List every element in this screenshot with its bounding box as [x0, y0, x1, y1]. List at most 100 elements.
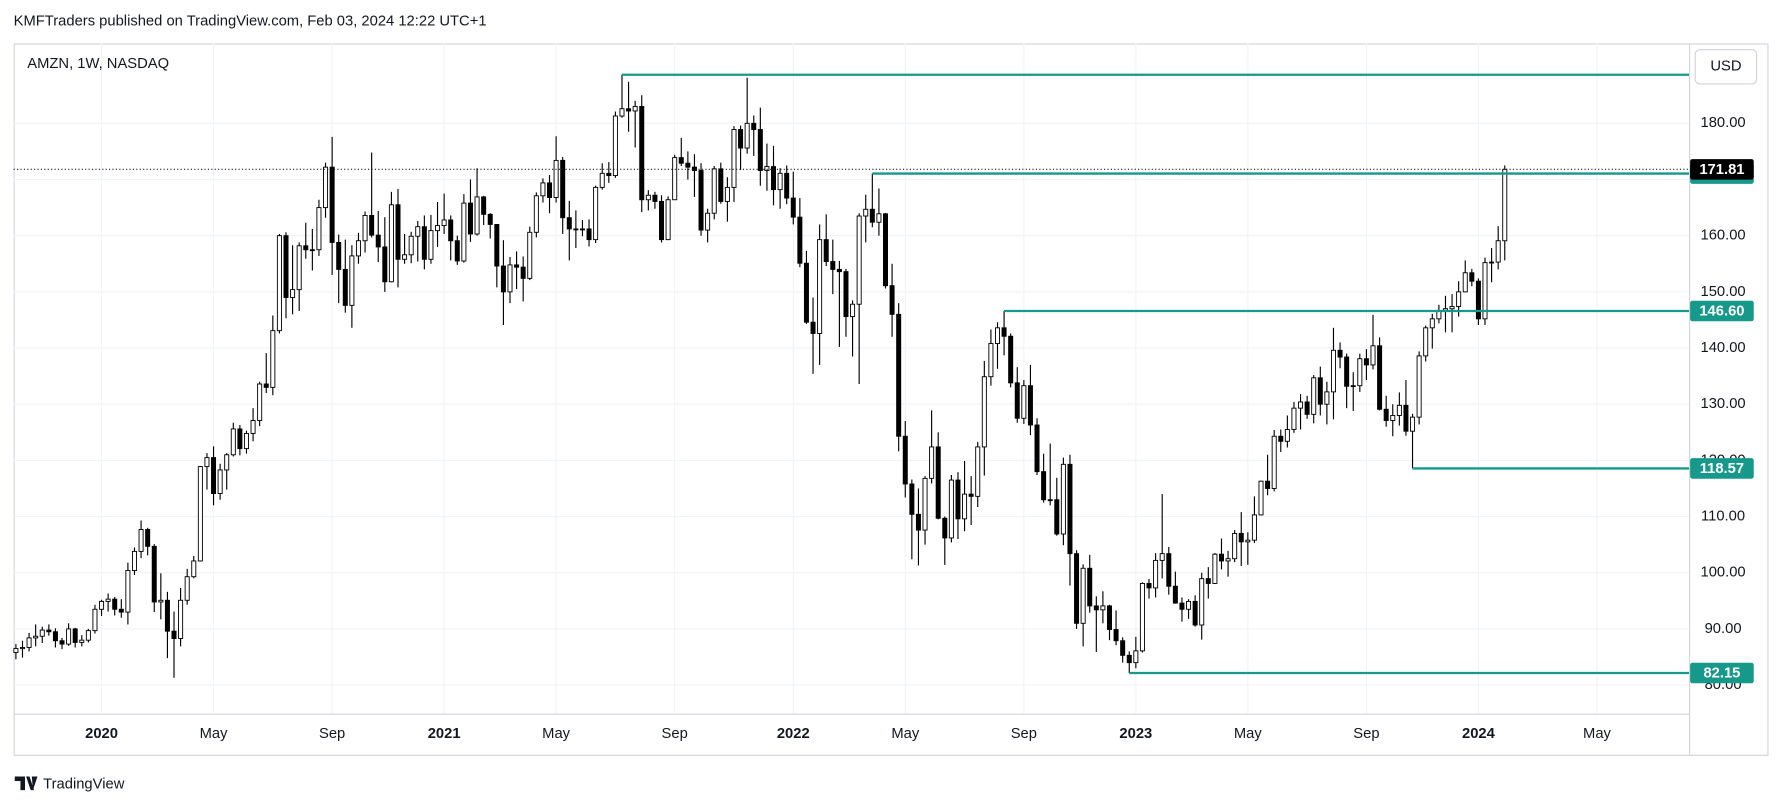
candle-body: [645, 194, 651, 201]
candle-body: [1133, 650, 1139, 664]
last-price-tag: [1690, 159, 1754, 180]
candle-body: [1383, 408, 1389, 421]
candle-body: [1363, 358, 1369, 366]
candle-body: [1377, 345, 1383, 410]
candle-body: [1429, 318, 1435, 329]
candle-body: [211, 457, 217, 495]
candle-body: [1502, 168, 1508, 242]
candle-body: [1021, 385, 1027, 419]
candle-body: [1462, 272, 1468, 293]
candle-body: [784, 172, 790, 199]
candle-body: [1304, 401, 1310, 415]
candle-body: [1423, 327, 1429, 357]
candle-body: [1100, 605, 1106, 611]
candle-body: [843, 271, 849, 318]
candle-body: [553, 159, 559, 198]
candle-body: [573, 228, 579, 231]
candle-body: [1106, 605, 1112, 630]
candle-body: [520, 266, 526, 279]
candle-body: [138, 529, 144, 552]
candle-body: [1205, 578, 1211, 584]
candle-body: [395, 204, 401, 260]
currency-button[interactable]: [1694, 49, 1758, 85]
candle-body: [790, 197, 796, 218]
candle-body: [586, 228, 592, 241]
candle-body: [1153, 559, 1159, 589]
candle-body: [1146, 582, 1152, 589]
candle-body: [527, 231, 533, 279]
candle-body: [39, 629, 45, 637]
candle-body: [1258, 480, 1264, 516]
candle-body: [309, 249, 315, 252]
candle-body: [481, 196, 487, 215]
brand-name: TradingView: [43, 776, 125, 792]
candle-body: [92, 608, 98, 632]
candle-body: [665, 199, 671, 241]
candle-body: [810, 321, 816, 334]
y-tick-label: 110.00: [1701, 508, 1745, 524]
candle-body: [99, 600, 105, 610]
candle-body: [1390, 415, 1396, 421]
candle-body: [823, 239, 829, 262]
x-tick-label: May: [891, 726, 919, 742]
candle-body: [619, 108, 625, 117]
candle-body: [988, 343, 994, 378]
candle-body: [1337, 349, 1343, 358]
candle-body: [1298, 401, 1304, 409]
x-tick-label: Sep: [1011, 726, 1037, 742]
candle-body: [145, 529, 151, 547]
candle-body: [1218, 553, 1224, 562]
candle-body: [599, 172, 605, 188]
candle-body: [1469, 272, 1475, 282]
candle-body: [612, 115, 618, 177]
candle-body: [263, 383, 269, 388]
chart-frame: [13, 43, 1769, 756]
candle-body: [1311, 377, 1317, 415]
candle-body: [217, 469, 223, 495]
y-tick-label: 160.00: [1700, 228, 1745, 244]
candle-body: [467, 202, 473, 235]
candle-body: [316, 207, 322, 251]
symbol-legend: AMZN, 1W, NASDAQ: [27, 56, 169, 72]
x-tick-label: 2022: [777, 726, 810, 742]
candle-body: [105, 598, 111, 602]
candle-body: [1357, 358, 1363, 387]
x-tick-label: May: [200, 726, 228, 742]
candle-body: [1166, 553, 1172, 587]
y-tick-label: 130.00: [1700, 396, 1745, 412]
candle-body: [896, 313, 902, 437]
candle-body: [975, 446, 981, 497]
y-tick-label: 90.00: [1705, 621, 1742, 637]
candle-body: [1232, 532, 1238, 560]
candle-body: [1113, 629, 1119, 642]
candle-body: [889, 285, 895, 315]
candle-body: [355, 240, 361, 257]
candle-body: [59, 640, 65, 645]
candle-body: [1014, 382, 1020, 419]
candle-body: [1265, 480, 1271, 489]
candle-body: [1212, 553, 1218, 584]
candle-body: [1080, 567, 1086, 624]
candle-body: [915, 513, 921, 531]
candle-body: [698, 170, 704, 231]
candle-body: [1093, 605, 1099, 611]
candle-body: [1001, 327, 1007, 337]
candle-body: [1271, 435, 1277, 489]
x-tick-label: 2024: [1462, 726, 1496, 742]
candle-body: [514, 264, 520, 268]
candle-body: [935, 446, 941, 519]
candle-body: [639, 106, 645, 201]
x-tick-label: May: [1234, 726, 1262, 742]
candle-body: [929, 446, 935, 479]
level-tag-label: 82.15: [1703, 665, 1740, 681]
currency-label[interactable]: USD: [1710, 59, 1741, 75]
candle-body: [323, 166, 329, 209]
candle-body: [678, 157, 684, 164]
candle-body: [66, 628, 72, 645]
candle-body: [435, 225, 441, 232]
candle-body: [968, 493, 974, 497]
candle-body: [803, 262, 809, 323]
candle-body: [494, 223, 500, 267]
candle-body: [1456, 291, 1462, 307]
